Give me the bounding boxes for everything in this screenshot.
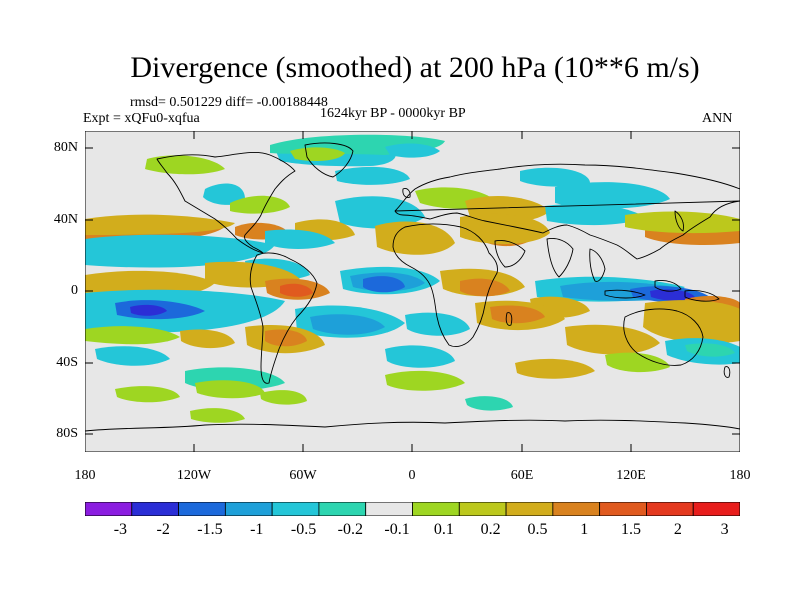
lon-tick-0: 0: [408, 468, 416, 483]
colorbar-swatch: [646, 502, 694, 516]
colorbar-swatch: [85, 502, 133, 516]
colorbar-label: 2: [673, 521, 682, 538]
lat-tick-40s: 40S: [56, 355, 78, 370]
colorbar-label: -1.5: [197, 521, 223, 538]
colorbar-label: 1.5: [621, 521, 642, 538]
colorbar: [85, 502, 740, 516]
map-frame: [85, 131, 740, 452]
lat-tick-80s: 80S: [56, 426, 78, 441]
lat-tick-40n: 40N: [53, 212, 78, 227]
colorbar-swatch: [599, 502, 647, 516]
colorbar-swatch: [318, 502, 367, 516]
colorbar-label: -0.5: [290, 521, 317, 538]
lat-tick-eq: 0: [71, 283, 78, 298]
colorbar-swatch: [131, 502, 179, 516]
colorbar-swatch: [178, 502, 226, 516]
lon-tick-180w: 180: [74, 468, 96, 483]
season-label: ANN: [702, 111, 733, 126]
colorbar-label: 1: [580, 521, 589, 538]
plot-title: Divergence (smoothed) at 200 hPa (10**6 …: [130, 51, 700, 84]
colorbar-swatch: [412, 502, 460, 516]
colorbar-swatch: [505, 502, 554, 516]
colorbar-swatch: [224, 502, 273, 516]
lon-tick-180e: 180: [729, 468, 751, 483]
colorbar-swatch: [365, 502, 413, 516]
colorbar-label: 0.1: [433, 521, 454, 538]
colorbar-label: 0.5: [527, 521, 548, 538]
colorbar-label: -1: [250, 521, 264, 538]
lat-tick-80n: 80N: [53, 140, 78, 155]
colorbar-label: -0.1: [384, 521, 410, 538]
colorbar-label: -3: [113, 521, 128, 538]
lon-tick-120w: 120W: [176, 468, 212, 483]
colorbar-label: 0.2: [480, 521, 501, 538]
lon-tick-60e: 60E: [510, 468, 534, 483]
colorbar-label: -2: [156, 521, 170, 538]
colorbar-label: -0.2: [337, 521, 363, 538]
lon-tick-60w: 60W: [289, 468, 317, 483]
colorbar-swatch: [692, 502, 740, 516]
lon-tick-120e: 120E: [616, 468, 646, 483]
colorbar-swatch: [552, 502, 601, 516]
colorbar-swatch: [458, 502, 507, 516]
rmsd-diff-stats: rmsd= 0.501229 diff= -0.00188448: [130, 95, 328, 110]
period-label: 1624kyr BP - 0000kyr BP: [320, 106, 466, 121]
experiment-label: Expt = xQFu0-xqfua: [83, 111, 200, 126]
colorbar-swatch: [271, 502, 320, 516]
divergence-contours: [85, 134, 740, 423]
colorbar-label: 3: [720, 521, 729, 538]
coastlines: [85, 142, 740, 432]
divergence-map: [85, 131, 740, 452]
